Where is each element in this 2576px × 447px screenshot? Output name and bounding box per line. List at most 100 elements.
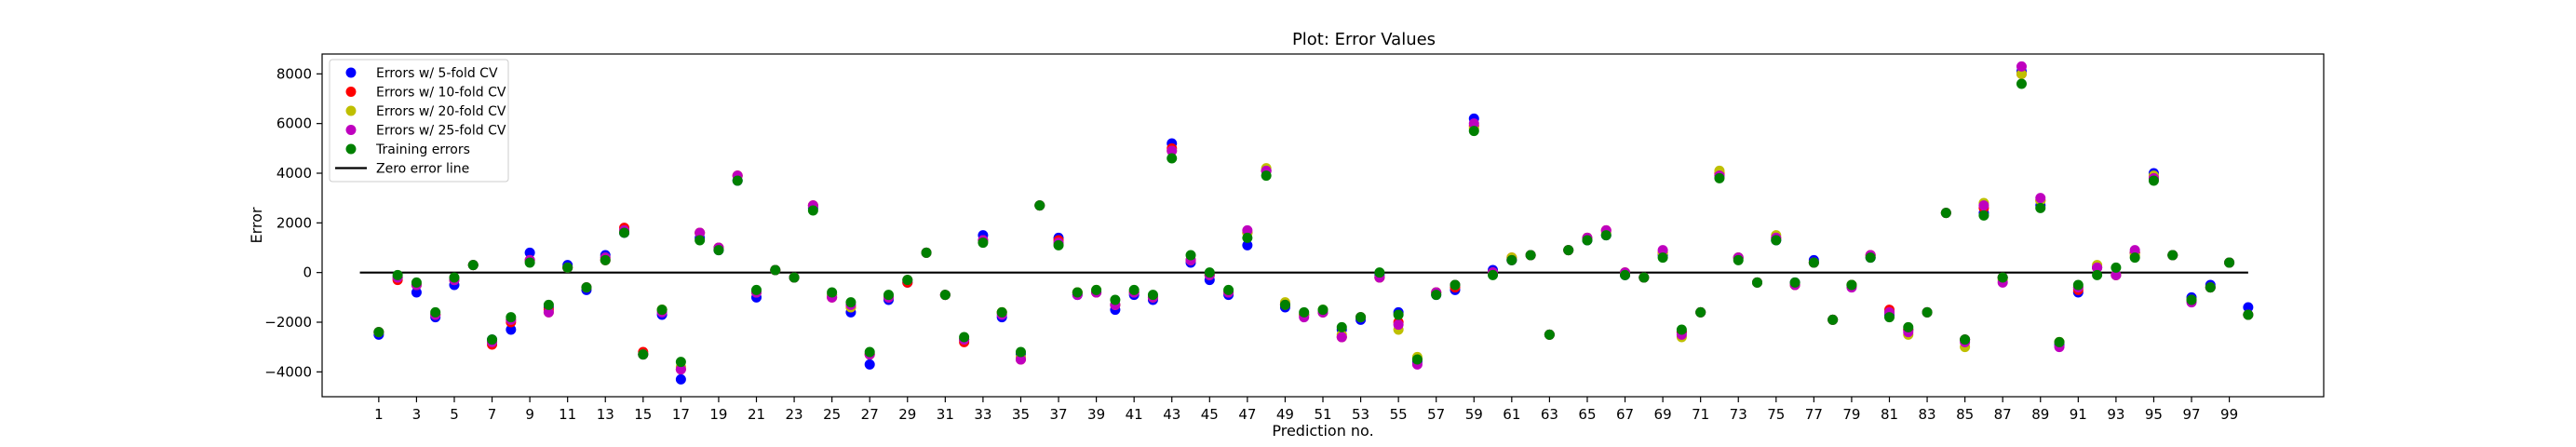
x-tick-label: 29 [898,406,916,423]
data-point [467,260,479,271]
data-point [2016,61,2027,72]
data-point [562,262,573,273]
data-point [656,305,668,316]
data-point [373,327,384,338]
data-point [2167,250,2178,261]
data-point [430,306,441,318]
data-point [1846,279,1857,291]
data-point [1393,319,1404,331]
x-tick-label: 95 [2145,406,2163,423]
data-point [1128,284,1140,295]
y-axis-ticks: −4000 −2000 0 2000 4000 6000 8000 [264,65,322,380]
data-point [1676,324,1687,335]
data-point [411,287,422,298]
data-point [978,237,989,249]
x-tick-label: 53 [1352,406,1369,423]
x-tick-label: 51 [1314,406,1331,423]
data-point [1695,306,1706,318]
data-point [2092,262,2103,273]
data-point [902,275,913,286]
data-point [864,346,875,358]
data-point [675,357,686,368]
data-point [1997,272,2008,283]
data-point [1091,284,1102,295]
data-point [959,332,970,343]
data-point [770,264,781,276]
data-point [789,272,800,283]
x-tick-label: 75 [1767,406,1785,423]
data-point [2016,78,2027,89]
data-point [1657,245,1668,256]
x-tick-label: 15 [634,406,652,423]
x-tick-label: 97 [2182,406,2200,423]
data-point [1167,145,1178,156]
x-tick-label: 5 [450,406,459,423]
x-tick-label: 49 [1276,406,1294,423]
data-point [2054,336,2065,347]
legend-marker [345,143,357,155]
data-point [1563,245,1574,256]
data-point [1733,254,1744,265]
data-point [1978,200,1989,211]
data-point [751,284,762,295]
x-tick-label: 67 [1616,406,1634,423]
x-tick-label: 77 [1805,406,1823,423]
legend-label: Zero error line [376,162,469,177]
data-point [695,227,706,238]
x-tick-label: 27 [861,406,879,423]
legend-marker [345,105,357,116]
data-point [1242,232,1253,243]
data-point [1808,257,1819,268]
data-point [1582,235,1593,246]
data-point [392,269,403,280]
data-point [1223,284,1234,295]
data-point [1110,294,1121,305]
x-tick-label: 57 [1427,406,1445,423]
x-tick-label: 33 [974,406,991,423]
x-tick-label: 3 [412,406,422,423]
data-point [581,282,592,293]
data-point [2224,257,2235,268]
x-tick-label: 35 [1012,406,1030,423]
data-point [807,205,818,216]
data-point [2111,262,2122,273]
legend-label: Errors w/ 25-fold CV [376,124,506,139]
data-point [524,247,535,258]
data-point [1657,252,1668,264]
data-point [1261,170,1272,182]
data-point [864,359,875,370]
data-point [1450,279,1461,291]
data-point [1242,239,1253,251]
y-tick-label: 0 [303,264,312,281]
legend-label: Training errors [375,142,470,157]
chart-title: Plot: Error Values [1292,30,1436,49]
legend-label: Errors w/ 20-fold CV [376,104,506,119]
data-point [1600,230,1612,241]
data-point [1374,267,1385,278]
data-point [1789,277,1801,288]
data-point [1468,126,1479,137]
data-point [939,290,951,301]
data-point [2186,294,2197,305]
data-point [543,306,554,318]
data-point [1525,250,1536,261]
data-point [1317,305,1328,316]
legend-label: Errors w/ 10-fold CV [376,86,506,101]
data-point [1167,153,1178,164]
data-point [1015,354,1026,365]
x-tick-label: 9 [525,406,534,423]
y-tick-label: 2000 [276,214,312,231]
data-point [845,297,856,308]
data-point [2111,269,2122,280]
data-point [1865,252,1876,264]
data-point [695,235,706,246]
data-point [449,272,460,283]
x-tick-label: 65 [1578,406,1596,423]
data-point [1147,290,1158,301]
x-tick-label: 99 [2220,406,2238,423]
data-point [487,334,498,345]
x-tick-label: 19 [709,406,727,423]
x-tick-label: 21 [748,406,765,423]
legend-box [329,59,509,183]
data-point [675,373,686,385]
